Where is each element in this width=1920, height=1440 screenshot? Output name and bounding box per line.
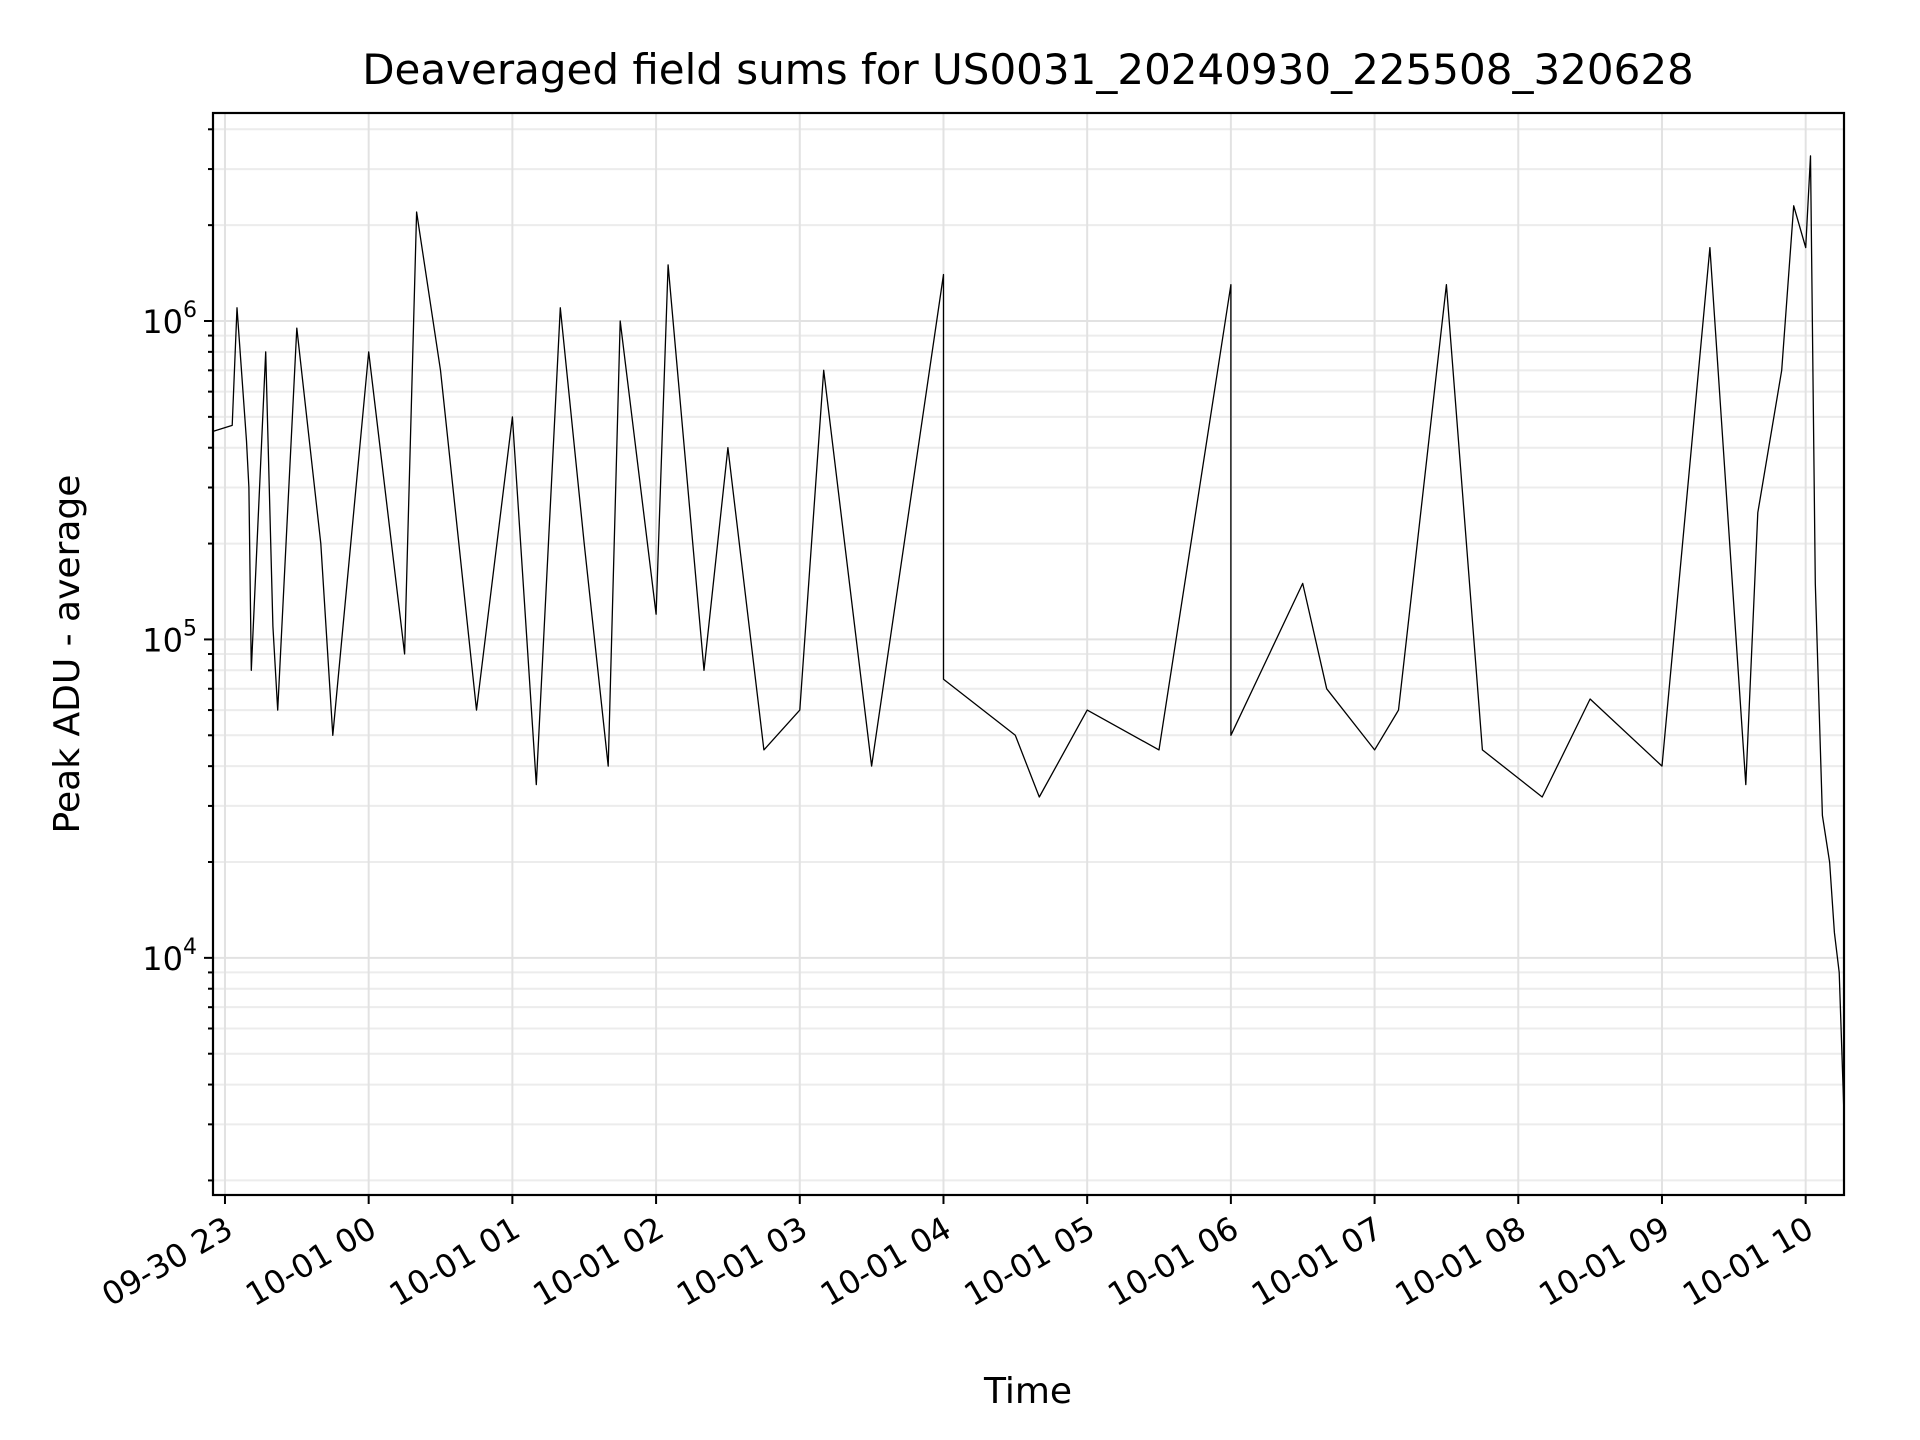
x-axis-label: Time <box>983 1371 1072 1412</box>
grid <box>213 113 1844 1195</box>
series-line <box>212 155 1845 1116</box>
series-layer <box>212 155 1845 1116</box>
y-axis-label: Peak ADU - average <box>47 475 88 834</box>
y-tick-label: 104 <box>142 935 197 978</box>
y-tick-label: 105 <box>142 616 197 659</box>
chart-title: Deaveraged field sums for US0031_2024093… <box>362 45 1694 94</box>
y-axis: 104 105 106 <box>142 128 213 1182</box>
y-tick-label: 106 <box>142 298 197 341</box>
